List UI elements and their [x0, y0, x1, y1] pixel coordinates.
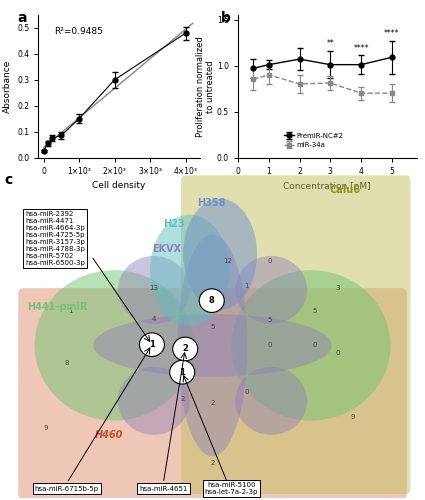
Text: b: b — [221, 11, 231, 25]
Text: 5: 5 — [312, 308, 317, 314]
Text: **: ** — [326, 39, 334, 48]
Text: 13: 13 — [149, 285, 158, 291]
Text: 5: 5 — [210, 324, 215, 330]
FancyBboxPatch shape — [18, 288, 407, 500]
Text: 3: 3 — [335, 285, 340, 291]
Ellipse shape — [118, 367, 190, 435]
Text: 1: 1 — [179, 368, 185, 376]
Ellipse shape — [93, 314, 332, 376]
Text: hsa-miR-6715b-5p: hsa-miR-6715b-5p — [35, 486, 99, 492]
Text: 1: 1 — [149, 340, 155, 349]
Text: c: c — [4, 172, 12, 186]
Ellipse shape — [232, 270, 391, 420]
Text: ****: **** — [384, 29, 399, 38]
Text: 4: 4 — [152, 316, 156, 322]
Ellipse shape — [235, 367, 307, 435]
Text: H23: H23 — [163, 220, 185, 230]
Text: 0: 0 — [335, 350, 340, 356]
Ellipse shape — [118, 256, 190, 324]
Text: 2: 2 — [210, 460, 215, 466]
Text: 2: 2 — [182, 344, 188, 354]
Text: 9: 9 — [350, 414, 355, 420]
Text: 0: 0 — [244, 389, 249, 395]
Ellipse shape — [173, 337, 198, 361]
Text: 0: 0 — [312, 342, 317, 348]
Text: 5: 5 — [267, 318, 272, 324]
Text: 8: 8 — [65, 360, 69, 366]
Text: H460: H460 — [95, 430, 124, 440]
Text: 8: 8 — [209, 296, 215, 305]
Text: a: a — [17, 11, 26, 25]
Text: Calu6: Calu6 — [330, 186, 361, 196]
Text: hsa-miR-5100
hsa-let-7a-2-3p: hsa-miR-5100 hsa-let-7a-2-3p — [205, 482, 258, 495]
Text: 1: 1 — [68, 308, 73, 314]
Y-axis label: Absorbance: Absorbance — [3, 60, 11, 113]
Text: 12: 12 — [223, 258, 232, 264]
X-axis label: Concentration [nM]: Concentration [nM] — [283, 181, 371, 190]
Y-axis label: Proliferation normalized
to untreated: Proliferation normalized to untreated — [196, 36, 215, 136]
Ellipse shape — [170, 360, 195, 384]
Ellipse shape — [199, 289, 224, 312]
Text: hsa-miR-4651: hsa-miR-4651 — [139, 486, 187, 492]
Legend: PremiR-NC#2, miR-34a: PremiR-NC#2, miR-34a — [281, 130, 346, 151]
FancyBboxPatch shape — [181, 176, 411, 494]
Text: H358: H358 — [197, 198, 226, 208]
Ellipse shape — [34, 270, 193, 420]
Ellipse shape — [139, 333, 164, 356]
Text: EKVX: EKVX — [152, 244, 181, 254]
Ellipse shape — [150, 214, 230, 326]
Ellipse shape — [235, 256, 307, 324]
X-axis label: Cell density: Cell density — [92, 181, 146, 190]
Text: 0: 0 — [267, 258, 272, 264]
Ellipse shape — [183, 198, 257, 310]
Text: 2: 2 — [210, 400, 215, 406]
Text: ****: **** — [353, 44, 369, 52]
Ellipse shape — [178, 234, 247, 456]
Text: 9: 9 — [44, 424, 48, 430]
Text: R²=0.9485: R²=0.9485 — [54, 26, 103, 36]
Text: 2: 2 — [180, 396, 184, 402]
Text: 1: 1 — [244, 284, 249, 290]
Text: H441-pmiR: H441-pmiR — [27, 302, 88, 312]
Text: hsa-miR-2392
hsa-miR-4471
hsa-miR-4664-3p
hsa-miR-4725-5p
hsa-miR-3157-3p
hsa-mi: hsa-miR-2392 hsa-miR-4471 hsa-miR-4664-3… — [25, 211, 85, 266]
Text: 0: 0 — [267, 342, 272, 348]
